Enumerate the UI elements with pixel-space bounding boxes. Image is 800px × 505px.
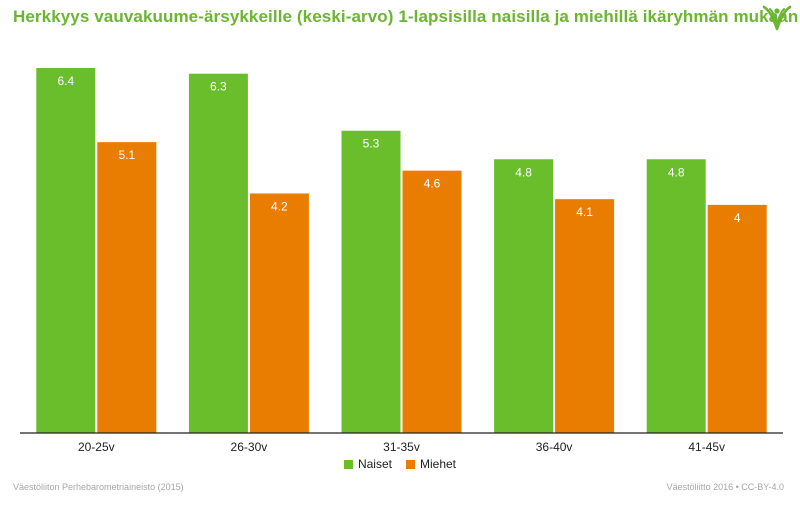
chart-title: Herkkyys vauvakuume-ärsykkeille (keski-a… (13, 7, 799, 26)
data-label-miehet-41-45v: 4 (734, 211, 741, 225)
bar-naiset-41-45v (646, 159, 706, 433)
legend-swatch-naiset (343, 459, 353, 469)
data-label-miehet-31-35v: 4.6 (424, 177, 441, 191)
data-label-miehet-20-25v: 5.1 (118, 148, 135, 162)
x-tick-label-31-35v: 31-35v (383, 440, 420, 454)
bar-miehet-26-30v (249, 193, 309, 433)
vaestoliitto-leaf-logo-icon (762, 5, 792, 31)
footer-source: Väestöliiton Perhebarometriaineisto (201… (13, 482, 184, 492)
bar-miehet-41-45v (707, 204, 767, 433)
data-label-naiset-41-45v: 4.8 (668, 165, 685, 179)
bar-naiset-31-35v (341, 130, 401, 433)
data-label-miehet-36-40v: 4.1 (576, 205, 593, 219)
bar-miehet-31-35v (402, 170, 462, 433)
legend-item-miehet: Miehet (405, 457, 457, 471)
legend-label-miehet: Miehet (419, 457, 457, 471)
bar-naiset-36-40v (494, 159, 554, 433)
data-label-miehet-26-30v: 4.2 (271, 199, 288, 213)
x-tick-label-20-25v: 20-25v (78, 440, 115, 454)
x-tick-label-26-30v: 26-30v (231, 440, 268, 454)
legend-item-naiset: Naiset (343, 457, 392, 471)
bar-naiset-26-30v (188, 73, 248, 433)
data-label-naiset-31-35v: 5.3 (363, 137, 380, 151)
x-tick-label-36-40v: 36-40v (536, 440, 573, 454)
bar-miehet-36-40v (555, 199, 615, 433)
x-tick-label-41-45v: 41-45v (688, 440, 725, 454)
bar-miehet-20-25v (97, 142, 157, 433)
data-label-naiset-36-40v: 4.8 (515, 165, 532, 179)
footer-credit: Väestöliitto 2016 • CC-BY-4.0 (666, 482, 784, 492)
legend-swatch-miehet (405, 459, 415, 469)
legend-label-naiset: Naiset (357, 457, 392, 471)
chart-legend: Naiset Miehet (0, 457, 800, 471)
data-label-naiset-20-25v: 6.4 (57, 74, 74, 88)
data-label-naiset-26-30v: 6.3 (210, 80, 227, 94)
bar-naiset-20-25v (36, 68, 96, 433)
